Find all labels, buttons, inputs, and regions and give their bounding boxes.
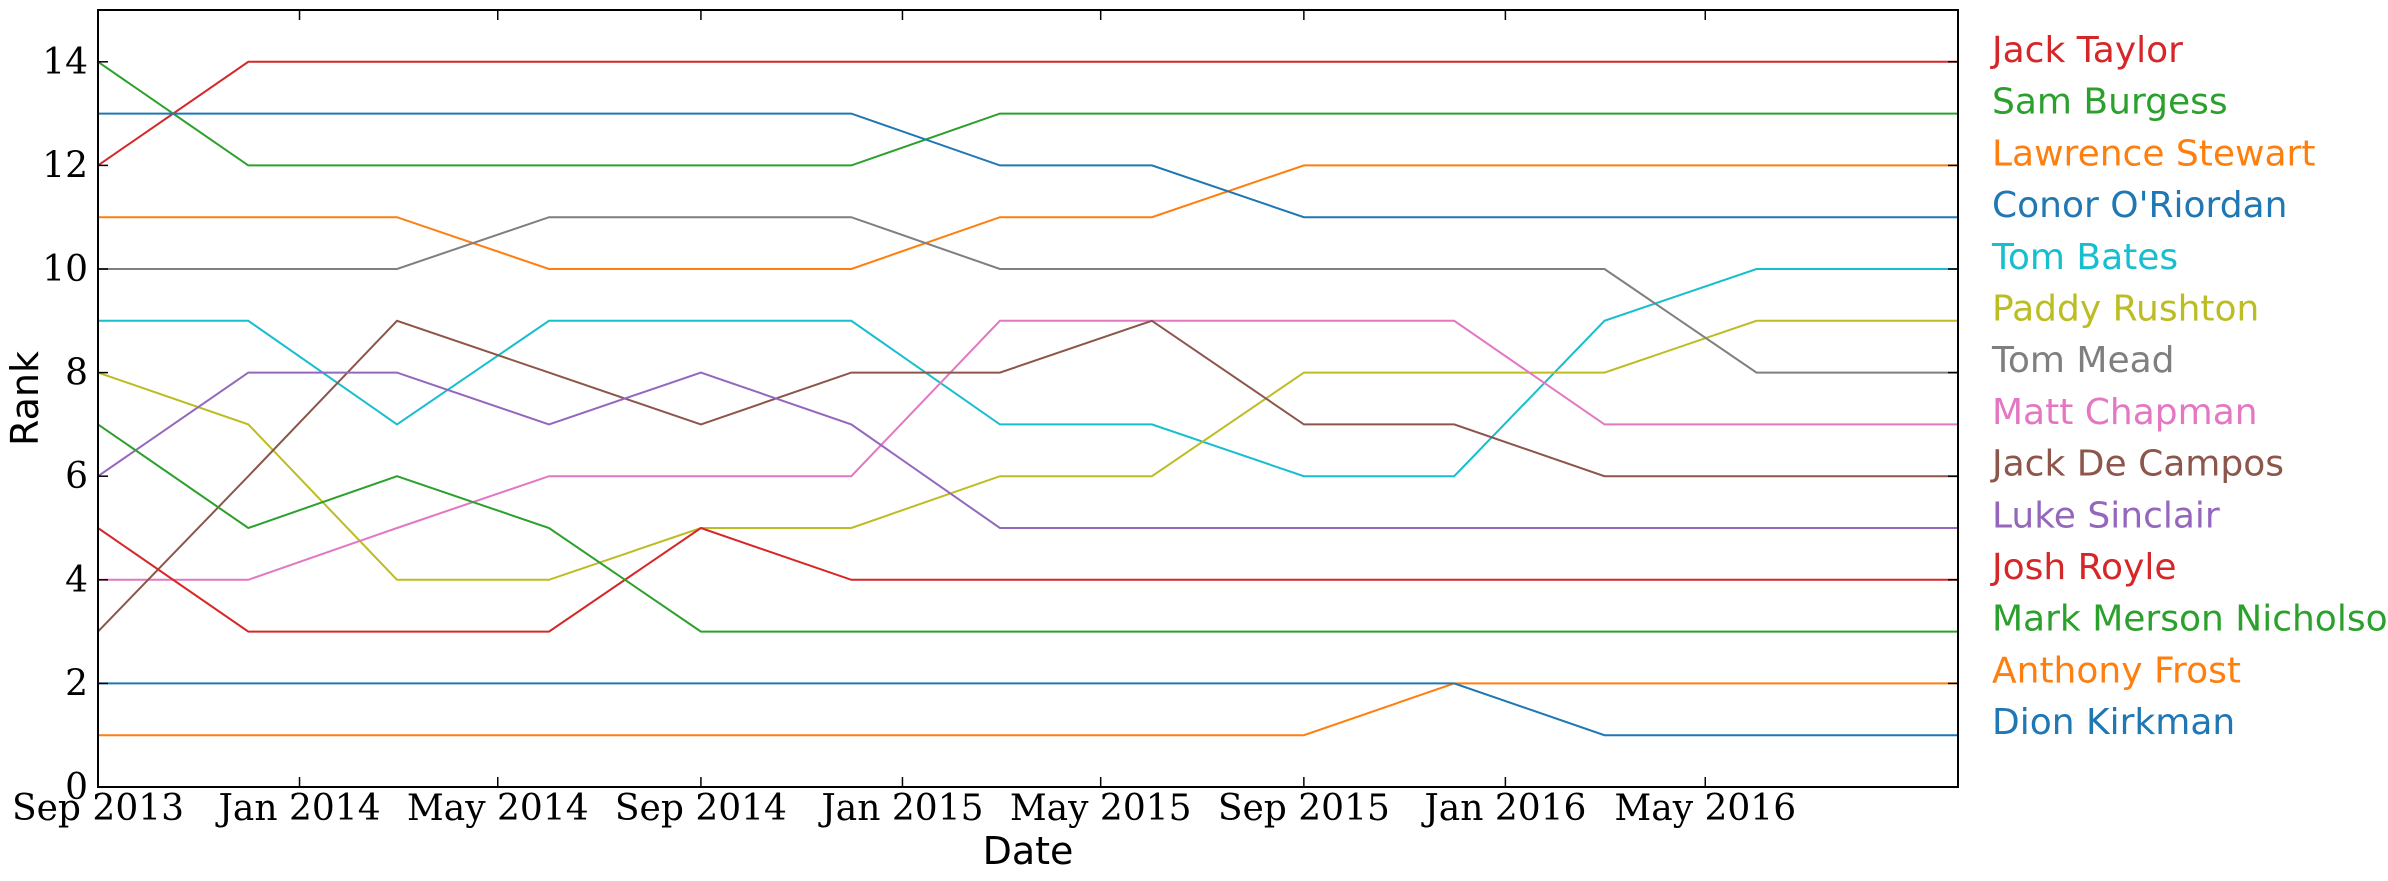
x-axis-label: Date (983, 829, 1074, 873)
x-tick-label: Jan 2016 (1420, 788, 1586, 829)
y-tick-label: 4 (65, 560, 88, 601)
x-tick-label: May 2015 (1010, 788, 1192, 829)
series-line-matt-chapman (98, 319, 1958, 581)
y-tick-label: 10 (42, 249, 88, 290)
series-line-dion-kirkman (98, 682, 1958, 737)
plot-frame (97, 9, 1959, 788)
legend-entry: Dion Kirkman (1992, 702, 2235, 743)
series-line-tom-mead (98, 216, 1958, 374)
x-axis-ticks: Sep 2013 Jan 2014 May 2014 Sep 2014 Jan 2015… (12, 10, 1796, 829)
y-tick-label: 6 (65, 456, 88, 497)
legend-entry: Jack De Campos (1990, 444, 2284, 485)
legend-entry: Lawrence Stewart (1992, 133, 2315, 174)
y-tick-label: 14 (42, 42, 88, 83)
x-tick-label: Sep 2015 (1218, 788, 1390, 829)
series-line-jack-taylor (97, 60, 1958, 167)
plot-lines (97, 60, 1958, 737)
series-line-jack-de-campos (97, 319, 1958, 633)
x-tick-label: Sep 2014 (615, 788, 787, 829)
legend-entry: Conor O'Riordan (1992, 185, 2287, 226)
legend: Jack Taylor Sam Burgess Lawrence Stewart Co… (1990, 30, 2388, 743)
legend-entry: Josh Royle (1990, 547, 2177, 588)
x-tick-label: May 2014 (407, 788, 589, 829)
series-line-tom-bates (98, 268, 1958, 478)
legend-entry: Jack Taylor (1990, 30, 2183, 71)
series-line-conor-o-riordan (98, 112, 1958, 219)
y-axis-ticks: 0 2 4 6 8 10 12 14 (42, 42, 1958, 808)
y-tick-label: 2 (65, 663, 88, 704)
series-line-paddy-rushton (97, 319, 1958, 581)
y-tick-label: 8 (65, 353, 88, 394)
series-line-sam-burgess (97, 60, 1958, 167)
x-tick-label: Sep 2013 (12, 788, 184, 829)
x-tick-label: Jan 2015 (817, 788, 983, 829)
legend-entry: Mark Merson Nicholson (1992, 599, 2388, 640)
legend-entry: Luke Sinclair (1992, 495, 2220, 536)
y-axis-label: Rank (3, 351, 47, 446)
legend-entry: Anthony Frost (1992, 650, 2241, 691)
series-line-anthony-frost (98, 682, 1958, 737)
series-line-luke-sinclair (97, 371, 1958, 529)
series-line-lawrence-stewart (98, 164, 1958, 270)
legend-entry: Sam Burgess (1992, 82, 2228, 123)
y-tick-label: 0 (65, 767, 88, 808)
y-tick-label: 12 (42, 145, 88, 186)
x-tick-label: Jan 2014 (214, 788, 380, 829)
series-line-mark-merson-nicholson (97, 423, 1958, 633)
series-line-josh-royle (97, 526, 1958, 633)
legend-entry: Matt Chapman (1992, 392, 2258, 433)
x-tick-label: May 2016 (1614, 788, 1796, 829)
legend-entry: Tom Bates (1991, 237, 2178, 278)
legend-entry: Paddy Rushton (1992, 289, 2259, 330)
legend-entry: Tom Mead (1991, 340, 2175, 381)
